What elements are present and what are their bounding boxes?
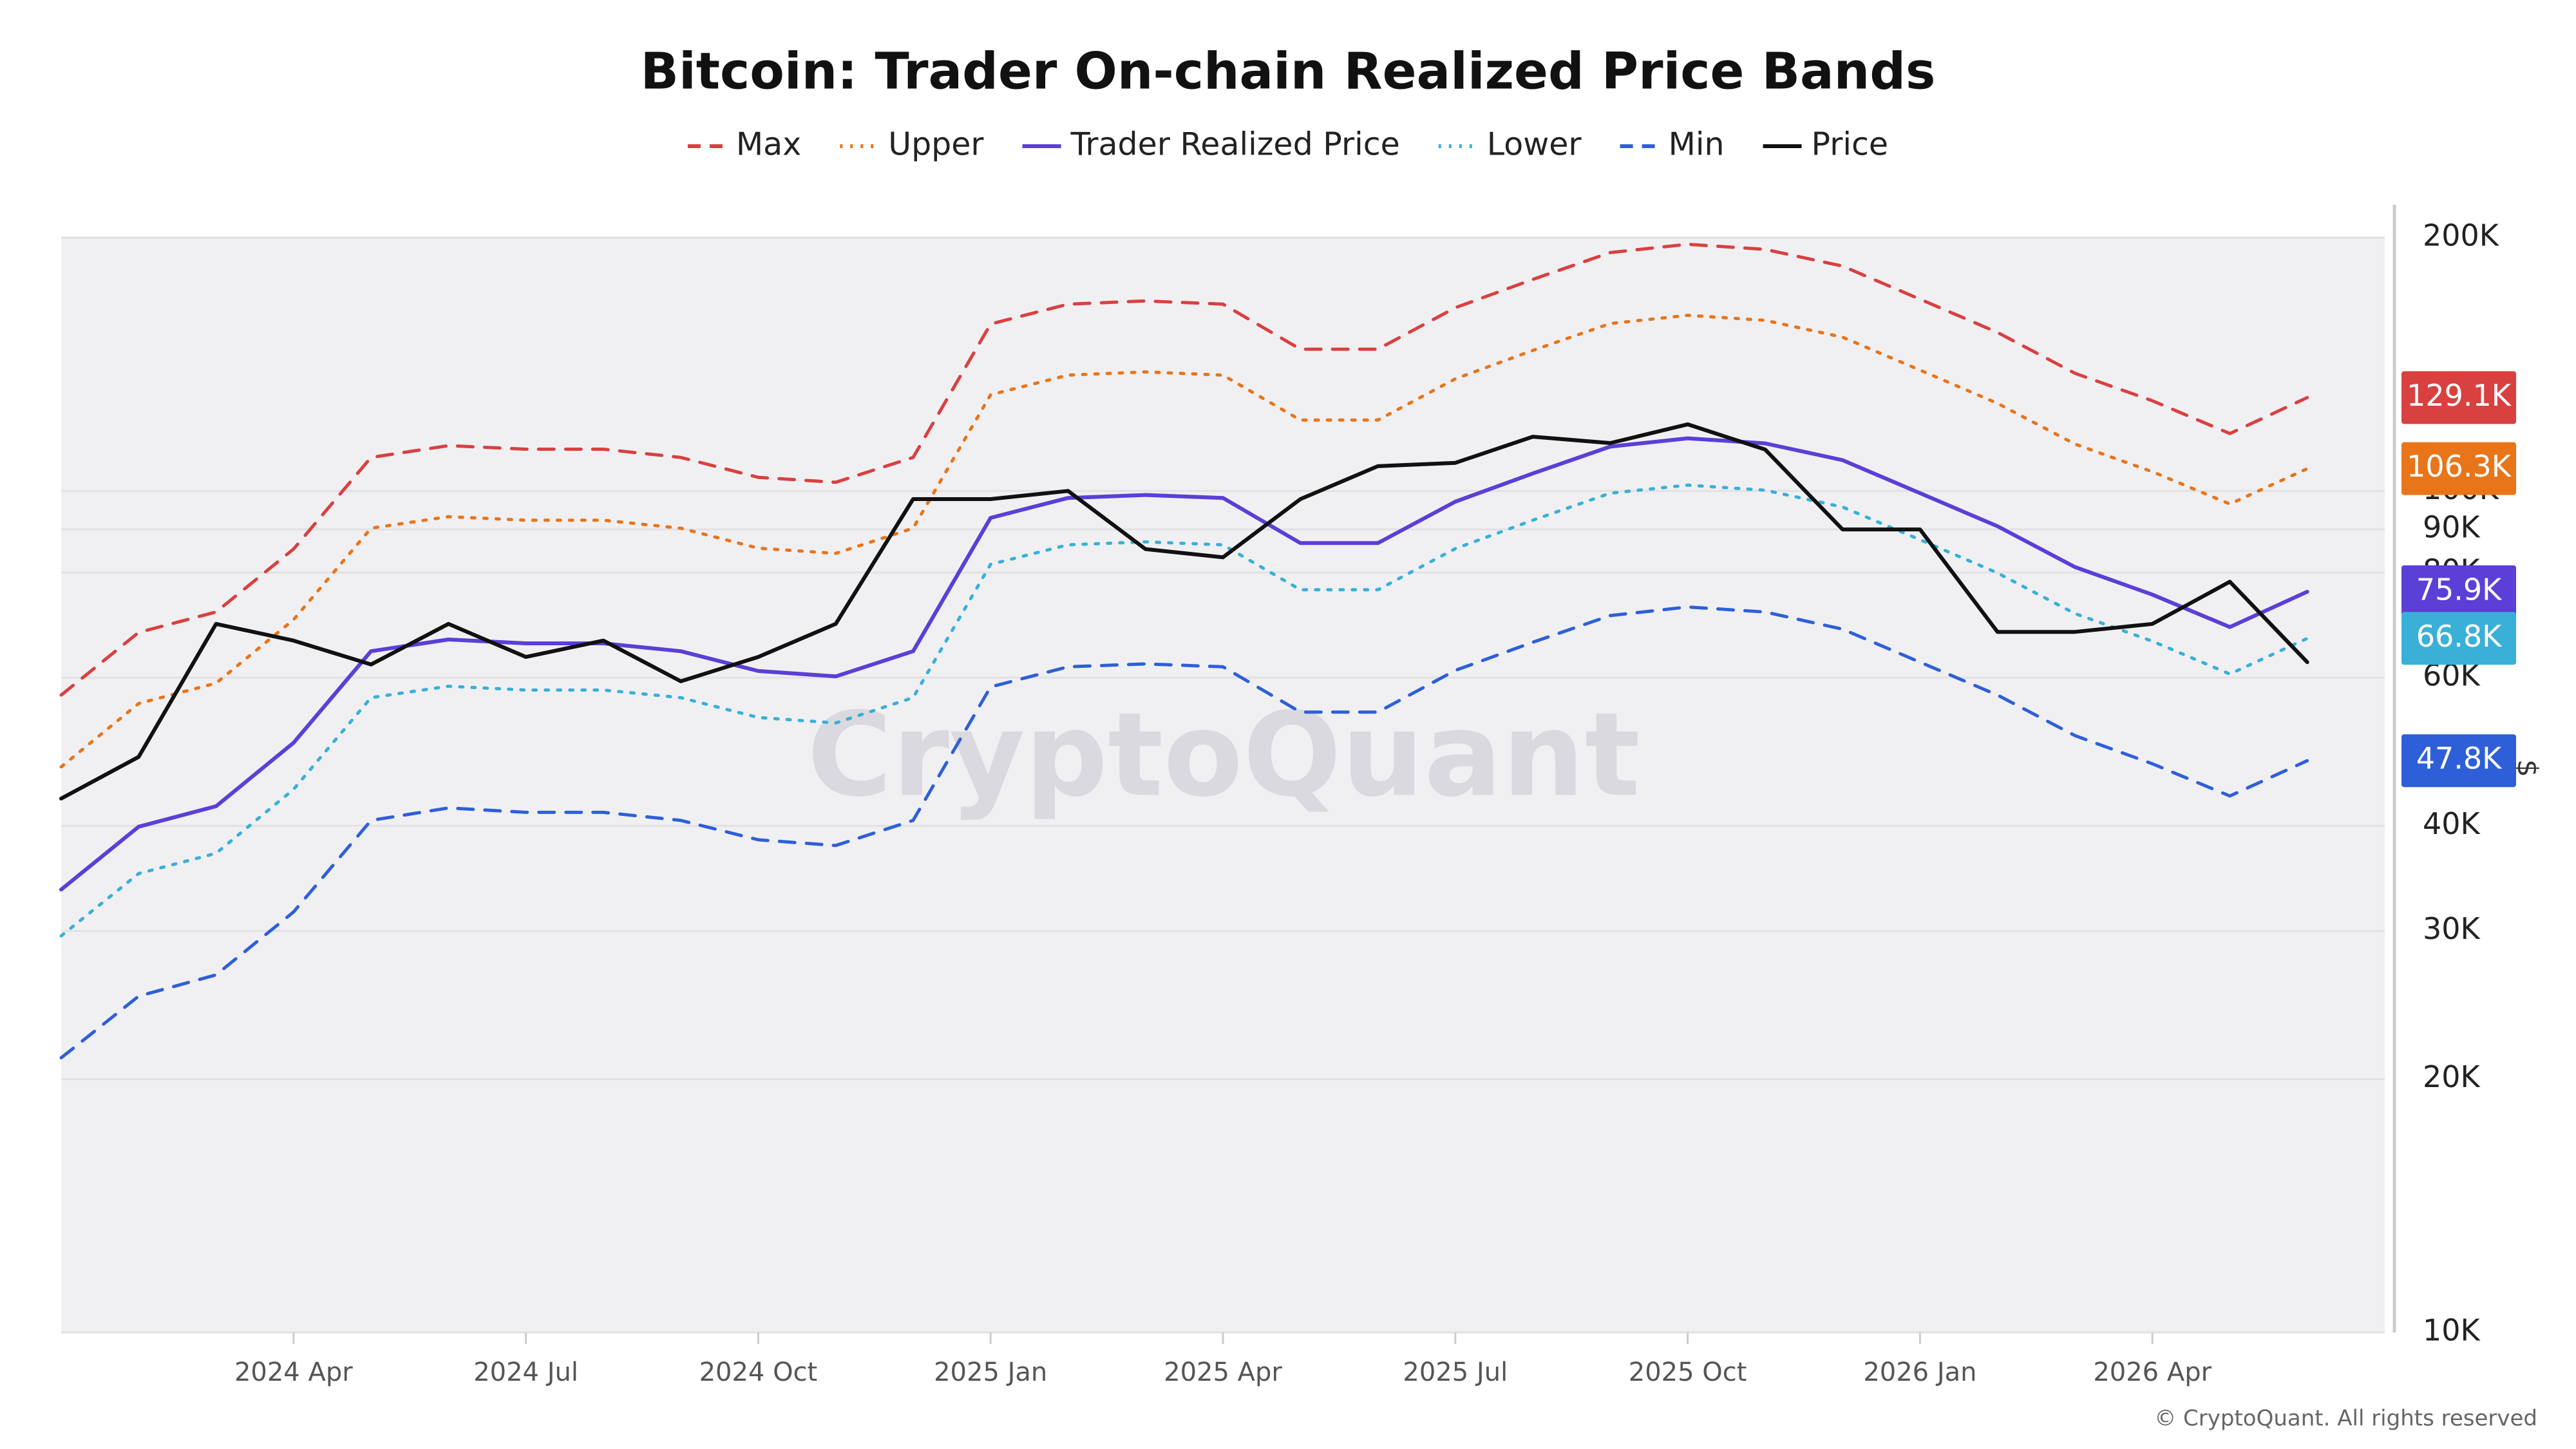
legend-label: Trader Realized Price [1070,126,1400,163]
legend-label: Lower [1487,126,1582,163]
series-line [59,422,2309,800]
y-tick-label: 10K [2423,1313,2481,1348]
x-tick-label: 2025 Jan [934,1358,1047,1387]
y-tick-label: 200K [2423,218,2500,253]
chart-title: Bitcoin: Trader On-chain Realized Price … [641,43,1936,100]
x-tick-label: 2026 Jan [1863,1358,1976,1387]
x-tick-label: 2026 Apr [2093,1358,2211,1387]
x-tick-label: 2024 Jul [473,1358,578,1387]
value-badge [2401,612,2516,665]
value-badge [2401,734,2516,788]
legend-label: Upper [888,126,984,163]
series-line [59,314,2309,769]
value-badge [2401,442,2516,495]
y-tick-label: 40K [2423,806,2481,841]
series-line [59,605,2309,1060]
legend-label: Price [1812,126,1889,163]
y-axis-label: $ [2511,759,2544,777]
credit: © CryptoQuant. All rights reserved [2154,1406,2537,1432]
x-tick-label: 2024 Oct [699,1358,818,1387]
watermark: CryptoQuant [807,688,1640,822]
value-label: 106.3K [2407,449,2512,484]
value-label: 47.8K [2416,741,2503,776]
x-tick-label: 2025 Apr [1164,1358,1282,1387]
x-tick-label: 2025 Oct [1629,1358,1747,1387]
legend: Max Upper Trader Realized Price Lower Min Pri… [687,126,1889,163]
y-tick-label: 20K [2423,1059,2481,1094]
plot-area [61,238,2385,1332]
series-line [59,436,2309,892]
y-tick-label: 30K [2423,911,2481,946]
legend-label: Min [1669,126,1725,163]
value-badge [2401,565,2516,618]
value-label: 129.1K [2407,378,2512,413]
series-line [59,242,2309,697]
legend-label: Max [736,126,801,163]
y-tick-label: 90K [2423,510,2481,545]
value-badge [2401,371,2516,424]
x-tick-label: 2025 Jul [1403,1358,1508,1387]
x-tick-label: 2024 Apr [234,1358,353,1387]
value-label: 66.8K [2416,619,2503,654]
value-label: 75.9K [2416,572,2503,607]
